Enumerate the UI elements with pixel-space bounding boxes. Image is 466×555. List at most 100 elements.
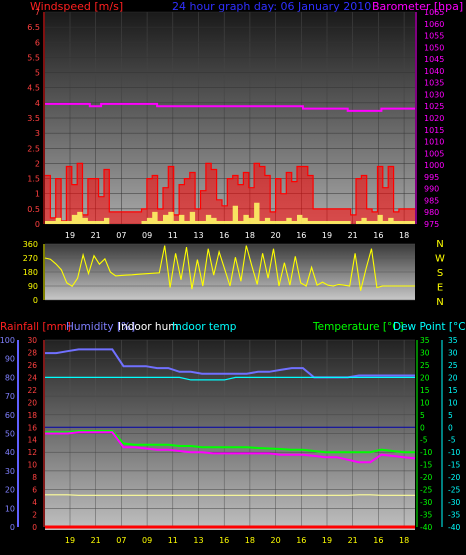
barometer-series-line — [45, 102, 415, 112]
wind-y-tick-label: 1.5 — [27, 175, 40, 184]
wind-x-tick-label: 09 — [142, 231, 152, 240]
rainfall-label: Rainfall [mm] — [0, 321, 71, 333]
dewpoint-y-tick-label: 10 — [448, 398, 458, 407]
dir-y-tick-label: 360 — [23, 240, 38, 249]
rainfall-y-tick-label: 0 — [32, 523, 37, 532]
dewpoint-y-tick-label: 35 — [448, 336, 458, 345]
climate-x-tick-label: 21 — [91, 536, 101, 545]
temperature-series-line — [45, 430, 415, 454]
humidity-y-tick-label: 30 — [5, 467, 15, 476]
compass-letter: N — [436, 239, 443, 250]
rainfall-y-tick-label: 26 — [27, 361, 37, 370]
wind-x-tick-label: 19 — [322, 231, 332, 240]
wind-x-tick-label: 19 — [65, 231, 75, 240]
humidity-y-tick-label: 40 — [5, 448, 15, 457]
wind-x-tick-label: 18 — [399, 231, 409, 240]
humidity-y-tick-label: 20 — [5, 486, 15, 495]
wind-x-tick-label: 21 — [91, 231, 101, 240]
dew-point-series-line — [45, 431, 416, 464]
temp-y-tick-label: -30 — [420, 498, 432, 507]
wind-y-tick-label: 3.5 — [27, 114, 40, 123]
temp-y-tick-label: 0 — [420, 423, 425, 432]
temp-y-tick-label: -25 — [420, 486, 432, 495]
rainfall-y-tick-label: 22 — [27, 386, 37, 395]
indoor-hum-series-line — [45, 494, 415, 496]
dewpoint-y-tick-label: 5 — [448, 411, 453, 420]
wind-y-tick-label: 6.5 — [27, 23, 40, 32]
temp-y-tick-label: -15 — [420, 461, 432, 470]
climate-x-tick-label: 11 — [168, 536, 178, 545]
dewpoint-y-tick-label: 25 — [448, 361, 458, 370]
dewpoint-y-tick-label: -25 — [448, 486, 460, 495]
wind-x-tick-label: 16 — [219, 231, 229, 240]
baro-y-tick-label: 1010 — [424, 138, 444, 147]
wind-y-tick-label: 2 — [35, 159, 40, 168]
wind-direction-series-line — [44, 245, 415, 291]
graph-title: 24 hour graph day: 06 January 2010 — [172, 0, 371, 13]
wind-y-tick-label: 1 — [35, 190, 40, 199]
indoor-hum-label: Indoor hum — [118, 321, 178, 333]
indoor-temp-series-line — [45, 376, 415, 381]
wind-y-tick-label: 5 — [35, 69, 40, 78]
baro-y-tick-label: 1045 — [424, 55, 444, 64]
humidity-y-tick-label: 80 — [5, 373, 15, 382]
temp-y-tick-label: -5 — [420, 436, 428, 445]
baro-y-tick-label: 1060 — [424, 20, 444, 29]
wind-x-tick-label: 18 — [245, 231, 255, 240]
wind-y-tick-label: 4.5 — [27, 84, 40, 93]
humidity-y-tick-label: 100 — [0, 336, 15, 345]
temp-y-tick-label: 30 — [420, 348, 430, 357]
humidity-y-tick-label: 10 — [5, 504, 15, 513]
dir-y-tick-label: 270 — [23, 254, 38, 263]
baro-y-tick-label: 1015 — [424, 126, 444, 135]
compass-letter: N — [436, 297, 443, 308]
baro-y-tick-label: 985 — [424, 196, 439, 205]
dewpoint-y-tick-label: 15 — [448, 386, 458, 395]
climate-x-tick-label: 07 — [116, 536, 126, 545]
dewpoint-y-tick-label: 20 — [448, 373, 458, 382]
wind-x-tick-label: 13 — [193, 231, 203, 240]
climate-x-tick-label: 18 — [245, 536, 255, 545]
wind-x-tick-label: 21 — [348, 231, 358, 240]
dewpoint-y-tick-label: -5 — [448, 436, 456, 445]
climate-x-tick-label: 21 — [348, 536, 358, 545]
dewpoint-y-tick-label: -20 — [448, 473, 460, 482]
climate-x-tick-label: 09 — [142, 536, 152, 545]
wind-y-tick-label: 7 — [35, 8, 40, 17]
wind-x-tick-label: 07 — [116, 231, 126, 240]
humidity-y-tick-label: 90 — [5, 355, 15, 364]
rainfall-y-tick-label: 10 — [27, 461, 37, 470]
wind-y-tick-label: 0 — [35, 220, 40, 229]
climate-x-tick-label: 20 — [271, 536, 281, 545]
climate-x-tick-label: 19 — [65, 536, 75, 545]
humidity-y-tick-label: 70 — [5, 392, 15, 401]
climate-x-tick-label: 16 — [296, 536, 306, 545]
humidity-y-tick-label: 50 — [5, 430, 15, 439]
wind-x-tick-label: 20 — [271, 231, 281, 240]
temp-y-tick-label: 15 — [420, 386, 430, 395]
compass-letter: E — [437, 283, 443, 294]
temp-y-tick-label: -40 — [420, 523, 432, 532]
climate-x-tick-label: 16 — [219, 536, 229, 545]
temp-y-tick-label: -10 — [420, 448, 432, 457]
dir-y-tick-label: 180 — [23, 268, 38, 277]
wind-y-tick-label: 2.5 — [27, 144, 40, 153]
wind-x-tick-label: 16 — [373, 231, 383, 240]
dewpoint-y-tick-label: 0 — [448, 423, 453, 432]
wind-y-tick-label: 4 — [35, 99, 40, 108]
temp-y-tick-label: 20 — [420, 373, 430, 382]
baro-y-tick-label: 1000 — [424, 161, 444, 170]
temp-y-tick-label: 25 — [420, 361, 430, 370]
baro-y-tick-label: 1055 — [424, 32, 444, 41]
rainfall-y-tick-label: 24 — [27, 373, 37, 382]
dewpoint-y-tick-label: -30 — [448, 498, 460, 507]
windspeed-series-area — [45, 163, 415, 224]
baro-y-tick-label: 1005 — [424, 149, 444, 158]
climate-x-tick-label: 13 — [193, 536, 203, 545]
climate-panel-bg — [45, 340, 415, 530]
rainfall-y-tick-label: 14 — [27, 436, 37, 445]
windspeed-label: Windspeed [m/s] — [30, 0, 123, 13]
temp-y-tick-label: -20 — [420, 473, 432, 482]
gust-series-area — [45, 202, 415, 224]
